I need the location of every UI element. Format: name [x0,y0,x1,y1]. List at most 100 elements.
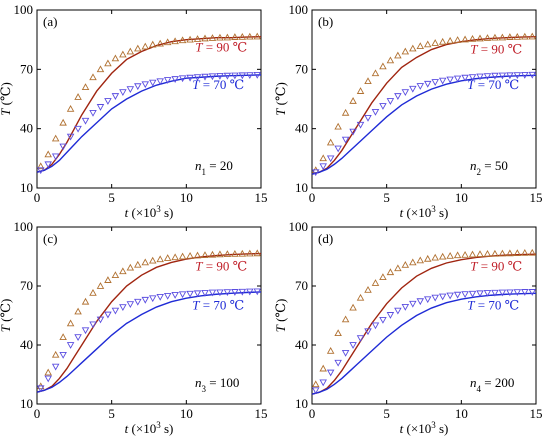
series-marker-3 [521,289,529,296]
series-marker-3 [36,167,45,175]
panel-label: (a) [43,14,57,29]
plot-frame [36,226,262,405]
y-tick-label: 10 [295,396,308,411]
series-line-0 [36,252,262,393]
series-marker-3 [134,298,142,306]
series-marker-1 [81,297,90,305]
x-axis-label: t (×103 s) [125,204,174,220]
series-marker-3 [349,128,357,136]
series-line-2 [36,74,262,173]
series-marker-3 [491,72,499,80]
series-marker-3 [506,289,514,297]
series-marker-1 [163,254,172,261]
series-marker-1 [498,249,507,257]
series-marker-1 [111,54,120,62]
series-marker-1 [409,258,417,266]
series-marker-1 [438,252,447,260]
series-marker-3 [446,292,454,300]
series-marker-1 [483,250,492,257]
series-marker-1 [491,249,499,257]
series-marker-1 [409,44,417,52]
series-marker-1 [104,59,112,67]
series-marker-3 [141,296,150,304]
y-tick-label: 40 [20,337,33,352]
n-annotation: n3 = 100 [195,375,239,394]
series-marker-1 [319,364,327,372]
y-tick-label: 10 [295,180,308,195]
series-marker-1 [238,249,247,257]
series-marker-3 [506,72,514,80]
series-marker-1 [134,44,142,52]
y-tick-label: 100 [14,2,34,17]
series-marker-3 [134,83,142,91]
series-marker-1 [208,34,217,41]
chart-panel-a: 0 5 10 15 10 40 70 100 t (×103 s) T (℃) (a) n1 = 20… [0,2,268,220]
series-marker-1 [119,50,127,58]
series-marker-3 [171,292,179,299]
series-marker-3 [141,81,150,89]
series-marker-1 [386,56,395,64]
series-marker-3 [223,72,232,80]
series-marker-3 [163,77,172,84]
series-marker-1 [506,249,514,257]
label-70c: T = 70 ℃ [467,77,519,92]
x-tick-label: 0 [34,190,41,205]
series-line-0 [311,253,537,395]
series-marker-3 [326,369,335,377]
series-marker-3 [453,75,462,83]
series-marker-3 [371,109,380,116]
series-marker-3 [59,143,67,151]
series-marker-1 [201,251,209,258]
series-marker-1 [208,250,217,258]
series-marker-1 [453,251,462,259]
series-marker-3 [178,75,187,83]
series-marker-1 [96,65,105,73]
series-marker-3 [178,291,187,299]
series-marker-1 [66,104,75,112]
series-line-0 [36,36,262,173]
series-marker-3 [231,289,239,296]
series-marker-1 [223,250,232,257]
series-marker-1 [341,108,350,116]
y-tick-label: 40 [295,337,308,352]
series-marker-1 [491,33,499,41]
series-marker-1 [59,333,67,340]
y-tick-label: 100 [289,219,309,234]
series-marker-1 [59,118,67,126]
plot-frame [311,226,537,405]
series-marker-3 [111,93,120,100]
series-marker-1 [416,256,425,264]
series-marker-1 [231,250,239,257]
series-marker-3 [126,301,135,309]
series-marker-1 [326,138,335,146]
series-marker-1 [51,350,60,358]
series-marker-1 [528,32,537,40]
series-marker-3 [216,73,224,80]
series-marker-3 [186,74,194,82]
series-marker-1 [461,35,469,43]
series-marker-1 [431,253,439,261]
y-axis-label: T (℃) [273,299,288,333]
series-marker-1 [156,39,164,47]
series-marker-1 [126,263,135,271]
series-marker-1 [476,34,484,42]
series-marker-3 [461,74,469,82]
series-marker-1 [111,271,120,279]
label-70c: T = 70 ℃ [192,77,244,92]
series-marker-3 [334,145,342,153]
series-marker-1 [89,288,97,296]
x-axis-label: t (×103 s) [400,420,449,436]
series-marker-3 [156,293,164,301]
series-marker-1 [223,33,232,41]
series-marker-1 [96,282,105,289]
x-tick-label: 0 [34,406,41,421]
series-marker-3 [148,295,157,303]
series-marker-3 [446,76,454,84]
y-tick-label: 40 [295,121,308,136]
x-tick-label: 10 [455,190,468,205]
series-line-2 [311,74,537,175]
y-axis-label: T (℃) [0,82,13,116]
series-marker-3 [513,289,522,297]
series-marker-3 [379,103,387,110]
series-marker-1 [156,255,164,263]
